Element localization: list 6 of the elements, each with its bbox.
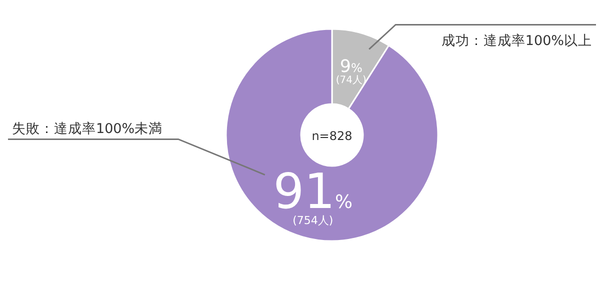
data-label: 9% xyxy=(340,56,362,77)
slice-label: 失敗：達成率100%未満 xyxy=(12,121,163,138)
slice-label: 成功：達成率100%以上 xyxy=(441,32,592,49)
text: (754人) xyxy=(292,214,334,228)
donut-slice xyxy=(225,28,439,242)
text: n=828 xyxy=(312,129,352,143)
